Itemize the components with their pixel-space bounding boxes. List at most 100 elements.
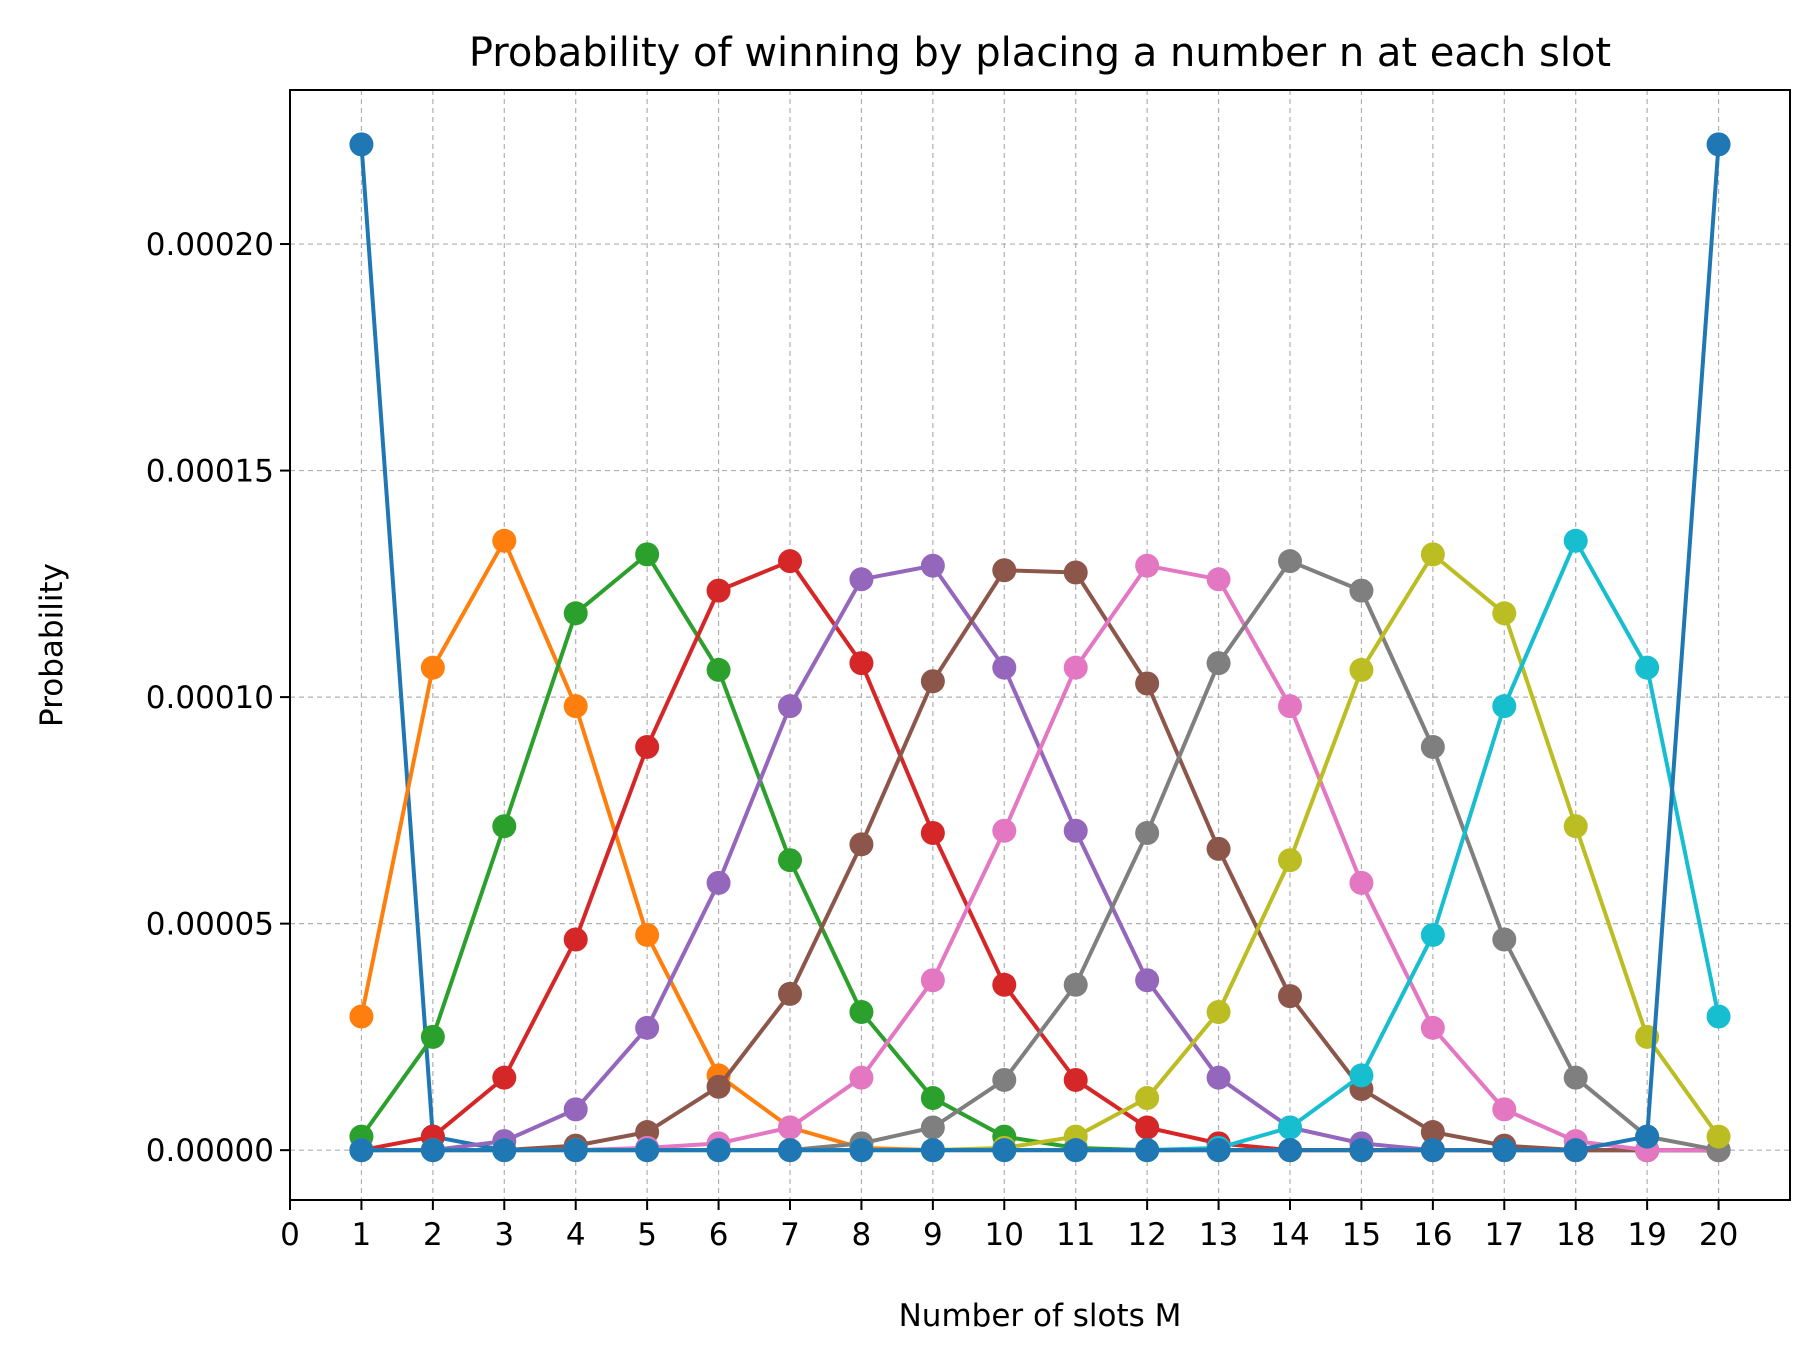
data-point — [1206, 999, 1231, 1024]
x-tick-label: 1 — [352, 1217, 372, 1253]
data-point — [1063, 655, 1088, 680]
data-point — [1563, 814, 1588, 839]
data-point — [849, 832, 874, 857]
data-point — [563, 1097, 588, 1122]
data-point — [1349, 578, 1374, 603]
series-line — [361, 538, 1721, 1153]
data-point — [992, 972, 1017, 997]
data-point — [420, 1024, 445, 1049]
data-point — [849, 1138, 874, 1163]
data-point — [992, 655, 1017, 680]
plot-area — [349, 132, 1731, 1163]
data-point — [778, 848, 802, 873]
data-point — [420, 1138, 445, 1163]
data-point — [492, 1138, 517, 1163]
data-point — [778, 694, 802, 719]
data-point — [1206, 567, 1231, 592]
data-point — [1420, 1015, 1445, 1040]
data-point — [920, 821, 945, 846]
x-tick-label: 16 — [1413, 1217, 1452, 1253]
data-point — [1063, 560, 1088, 585]
data-point — [1349, 870, 1374, 895]
data-point — [1278, 984, 1302, 1009]
y-tick-label: 0.00000 — [146, 1133, 274, 1169]
data-point — [1635, 1124, 1660, 1149]
data-point — [1420, 1120, 1445, 1145]
data-point — [706, 578, 731, 603]
data-point — [706, 870, 731, 895]
x-tick-label: 10 — [985, 1217, 1024, 1253]
data-point — [492, 528, 517, 553]
data-point — [492, 814, 517, 839]
data-point — [920, 669, 945, 694]
data-point — [1135, 821, 1160, 846]
data-point — [635, 1138, 660, 1163]
series-7 — [349, 553, 1731, 1163]
x-tick-label: 2 — [423, 1217, 443, 1253]
data-point — [1135, 671, 1160, 696]
data-point — [1420, 542, 1445, 567]
x-tick-label: 20 — [1699, 1217, 1738, 1253]
chart-title: Probability of winning by placing a numb… — [469, 30, 1611, 76]
data-point — [1135, 968, 1160, 993]
data-point — [992, 1067, 1017, 1092]
data-point — [563, 1138, 588, 1163]
x-tick-label: 11 — [1056, 1217, 1095, 1253]
x-tick-label: 14 — [1270, 1217, 1309, 1253]
data-point — [706, 1074, 731, 1099]
x-tick-label: 7 — [780, 1217, 800, 1253]
data-point — [849, 567, 874, 592]
series-2 — [349, 528, 1731, 1163]
data-point — [1349, 1063, 1374, 1088]
x-tick-label: 6 — [709, 1217, 729, 1253]
data-point — [778, 981, 802, 1006]
series-3 — [349, 542, 1731, 1163]
data-point — [635, 922, 660, 947]
series-line — [361, 563, 1719, 1153]
y-axis: 0.00000 0.00005 0.00010 0.00015 0.00020 — [146, 227, 290, 1169]
data-point — [1278, 1138, 1302, 1163]
series-line — [361, 568, 1719, 1153]
data-point — [1063, 972, 1088, 997]
series-8 — [349, 549, 1731, 1163]
data-point — [706, 657, 731, 682]
y-tick-label: 0.00005 — [146, 907, 274, 943]
data-point — [849, 651, 874, 676]
data-point — [1206, 1138, 1231, 1163]
data-point — [1706, 132, 1731, 157]
data-point — [1492, 927, 1517, 952]
data-point — [1135, 553, 1160, 578]
x-tick-label: 4 — [566, 1217, 586, 1253]
data-point — [1135, 1115, 1160, 1140]
x-axis: 0 1 2 3 4 5 6 7 8 9 10 11 12 13 14 15 16 17 18 19 20 — [280, 1200, 1738, 1253]
series-1 — [349, 132, 1731, 1163]
data-point — [706, 1138, 731, 1163]
x-tick-label: 15 — [1342, 1217, 1381, 1253]
data-point — [1492, 694, 1517, 719]
data-point — [420, 655, 445, 680]
data-point — [635, 542, 660, 567]
data-point — [920, 968, 945, 993]
data-point — [563, 694, 588, 719]
data-point — [1349, 1138, 1374, 1163]
data-point — [349, 132, 374, 157]
data-point — [920, 1138, 945, 1163]
data-point — [1563, 1138, 1588, 1163]
x-tick-label: 13 — [1199, 1217, 1238, 1253]
data-point — [1135, 1086, 1160, 1111]
series-10 — [349, 528, 1731, 1163]
y-tick-label: 0.00010 — [146, 680, 274, 716]
y-tick-label: 0.00015 — [146, 454, 274, 490]
data-point — [1563, 528, 1588, 553]
grid — [289, 90, 1790, 1200]
x-tick-label: 5 — [637, 1217, 657, 1253]
x-tick-label: 12 — [1127, 1217, 1166, 1253]
data-point — [349, 1138, 374, 1163]
data-point — [1206, 836, 1231, 861]
series-5 — [349, 553, 1731, 1163]
data-point — [635, 1015, 660, 1040]
x-tick-label: 17 — [1485, 1217, 1524, 1253]
data-point — [992, 1138, 1017, 1163]
data-point — [920, 1115, 945, 1140]
